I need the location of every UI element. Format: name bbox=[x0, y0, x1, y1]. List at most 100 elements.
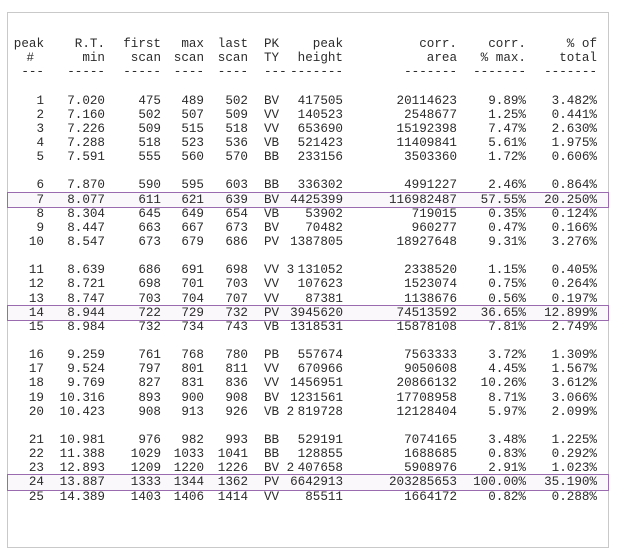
cell-pk: VB bbox=[264, 319, 280, 334]
cell-pctmax: 1.15% bbox=[488, 263, 526, 278]
cell-pctmax: 9.31% bbox=[488, 234, 526, 249]
cell-max: 560 bbox=[181, 150, 204, 165]
header-pcttotal: % of bbox=[566, 37, 597, 51]
cell-height: 131052 bbox=[297, 263, 343, 278]
cell-area: 1688685 bbox=[404, 447, 457, 462]
cell-peak: 4 bbox=[36, 135, 44, 150]
cell-last: 908 bbox=[225, 390, 248, 405]
cell-height: 1318531 bbox=[290, 319, 343, 334]
table-row: 16 9.259 761 768 780 PB 557674 7563333 3.72% 1.30… bbox=[8, 348, 608, 362]
cell-pk: PV bbox=[264, 475, 280, 490]
table-row: 13 8.747 703 704 707 VV 87381 1138676 0.56% 0.197… bbox=[8, 292, 608, 306]
cell-pk: BV bbox=[264, 93, 280, 108]
divider-first: ----- bbox=[123, 65, 161, 80]
cell-last: 1414 bbox=[217, 489, 248, 504]
cell-pctmax: 100.00% bbox=[473, 475, 526, 490]
cell-last: 502 bbox=[225, 93, 248, 108]
cell-rt: 7.226 bbox=[67, 121, 105, 136]
table-row: 12 8.721 698 701 703 VV 107623 1523074 0.75% 0.26… bbox=[8, 277, 608, 291]
cell-first: 475 bbox=[138, 93, 161, 108]
cell-peak: 17 bbox=[28, 362, 44, 377]
table-body: 1 7.020 475 489 502 BV 417505 20114623 9.89% 3.48… bbox=[7, 79, 609, 504]
cell-peak: 5 bbox=[36, 150, 44, 165]
cell-first: 908 bbox=[138, 404, 161, 419]
cell-pk: VB 2 bbox=[264, 404, 295, 419]
cell-last: 686 bbox=[225, 234, 248, 249]
header-rt-2: min bbox=[82, 51, 105, 66]
table-row: 2 7.160 502 507 509 VV 140523 2548677 1.25% 0.441… bbox=[8, 108, 608, 122]
cell-max: 768 bbox=[181, 348, 204, 363]
cell-pk: VV bbox=[264, 489, 280, 504]
cell-rt: 9.259 bbox=[67, 348, 105, 363]
cell-height: 653690 bbox=[297, 121, 343, 136]
cell-first: 509 bbox=[138, 121, 161, 136]
group-spacer bbox=[8, 79, 608, 93]
table-row: 9 8.447 663 667 673 BV 70482 960277 0.47% 0.166% bbox=[8, 221, 608, 235]
divider-rt: ----- bbox=[67, 65, 105, 80]
header-rt: R.T. bbox=[74, 37, 105, 51]
cell-peak: 23 bbox=[28, 461, 44, 476]
cell-pctmax: 5.61% bbox=[488, 135, 526, 150]
cell-rt: 7.870 bbox=[67, 178, 105, 193]
cell-max: 1220 bbox=[173, 461, 204, 476]
cell-pcttotal: 0.264% bbox=[551, 277, 597, 292]
cell-rt: 8.944 bbox=[67, 305, 105, 320]
table-row-highlighted: 24 13.887 1333 1344 1362 PV 6642913 203285653 10… bbox=[7, 474, 609, 491]
table-row: 11 8.639 686 691 698 VV 3 131052 2338520 1.15% 0.… bbox=[8, 263, 608, 277]
cell-rt: 7.288 bbox=[67, 135, 105, 150]
cell-height: 107623 bbox=[297, 277, 343, 292]
cell-first: 698 bbox=[138, 277, 161, 292]
cell-last: 603 bbox=[225, 178, 248, 193]
table-row: 21 10.981 976 982 993 BB 529191 7074165 3.48% 1.2… bbox=[8, 433, 608, 447]
cell-last: 811 bbox=[225, 362, 248, 377]
cell-last: 1226 bbox=[217, 461, 248, 476]
cell-max: 801 bbox=[181, 362, 204, 377]
cell-first: 827 bbox=[138, 376, 161, 391]
cell-peak: 20 bbox=[28, 404, 44, 419]
cell-area: 9050608 bbox=[404, 362, 457, 377]
cell-rt: 7.020 bbox=[67, 93, 105, 108]
cell-pk: BV 2 bbox=[264, 461, 295, 476]
cell-pk: VV bbox=[264, 277, 280, 292]
cell-last: 703 bbox=[225, 277, 248, 292]
cell-pcttotal: 3.066% bbox=[551, 390, 597, 405]
cell-max: 507 bbox=[181, 107, 204, 122]
table-row: 10 8.547 673 679 686 PV 1387805 18927648 9.31% 3.… bbox=[8, 235, 608, 249]
cell-peak: 8 bbox=[36, 206, 44, 221]
cell-height: 4425399 bbox=[290, 192, 343, 207]
cell-last: 836 bbox=[225, 376, 248, 391]
cell-height: 407658 bbox=[297, 461, 343, 476]
cell-last: 1041 bbox=[217, 447, 248, 462]
cell-height: 6642913 bbox=[290, 475, 343, 490]
table-row: 23 12.893 1209 1220 1226 BV 2 407658 5908976 2.9… bbox=[8, 461, 608, 475]
cell-pk: PV bbox=[264, 305, 280, 320]
header-pctmax-2: % max. bbox=[480, 51, 526, 66]
header-pk: PK bbox=[264, 37, 280, 51]
cell-height: 85511 bbox=[305, 489, 343, 504]
cell-max: 667 bbox=[181, 220, 204, 235]
cell-pcttotal: 1.975% bbox=[551, 135, 597, 150]
cell-pcttotal: 0.441% bbox=[551, 107, 597, 122]
cell-first: 590 bbox=[138, 178, 161, 193]
table-row: 19 10.316 893 900 908 BV 1231561 17708958 8.71% 3… bbox=[8, 391, 608, 405]
cell-area: 116982487 bbox=[388, 192, 457, 207]
table-row: 3 7.226 509 515 518 VV 653690 15192398 7.47% 2.63… bbox=[8, 122, 608, 136]
cell-peak: 9 bbox=[36, 220, 44, 235]
header-pk-2: TY bbox=[264, 51, 280, 66]
cell-max: 1344 bbox=[173, 475, 204, 490]
cell-peak: 14 bbox=[28, 305, 44, 320]
cell-pk: BV bbox=[264, 220, 280, 235]
cell-max: 831 bbox=[181, 376, 204, 391]
cell-pk: BB bbox=[264, 178, 280, 193]
cell-first: 663 bbox=[138, 220, 161, 235]
cell-rt: 9.769 bbox=[67, 376, 105, 391]
cell-last: 698 bbox=[225, 263, 248, 278]
cell-last: 509 bbox=[225, 107, 248, 122]
table-row: 1 7.020 475 489 502 BV 417505 20114623 9.89% 3.48… bbox=[8, 94, 608, 108]
cell-last: 743 bbox=[225, 319, 248, 334]
table-row: 15 8.984 732 734 743 VB 1318531 15878108 7.81% 2.… bbox=[8, 320, 608, 334]
cell-area: 7074165 bbox=[404, 432, 457, 447]
cell-area: 1138676 bbox=[404, 291, 457, 306]
cell-first: 502 bbox=[138, 107, 161, 122]
cell-pcttotal: 0.864% bbox=[551, 178, 597, 193]
